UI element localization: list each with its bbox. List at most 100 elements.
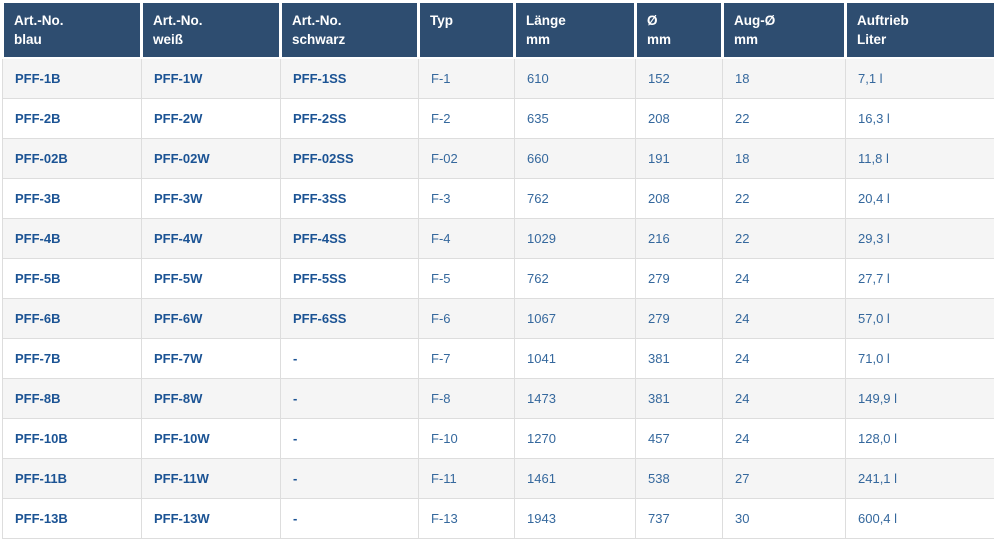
- cell-aug-durchmesser: 27: [722, 458, 846, 499]
- col-header-auftrieb-liter: Auftrieb Liter: [844, 3, 994, 59]
- cell-laenge: 1041: [514, 338, 636, 379]
- cell-art-no-blau: PFF-2B: [2, 98, 142, 139]
- cell-art-no-weiss: PFF-6W: [141, 298, 281, 339]
- cell-art-no-schwarz: PFF-2SS: [280, 98, 419, 139]
- header-row: Art.-No. blau Art.-No. weiß Art.-No. sch…: [1, 3, 994, 59]
- cell-art-no-blau: PFF-11B: [2, 458, 142, 499]
- cell-art-no-schwarz: PFF-02SS: [280, 138, 419, 179]
- cell-art-no-blau: PFF-4B: [2, 218, 142, 259]
- col-header-art-no-schwarz: Art.-No. schwarz: [279, 3, 420, 59]
- cell-art-no-weiss: PFF-13W: [141, 498, 281, 539]
- cell-laenge: 762: [514, 178, 636, 219]
- cell-auftrieb: 16,3 l: [845, 98, 994, 139]
- cell-auftrieb: 149,9 l: [845, 378, 994, 419]
- cell-art-no-weiss: PFF-02W: [141, 138, 281, 179]
- cell-typ: F-7: [418, 338, 515, 379]
- cell-art-no-blau: PFF-10B: [2, 418, 142, 459]
- cell-durchmesser: 381: [635, 378, 723, 419]
- cell-art-no-weiss: PFF-7W: [141, 338, 281, 379]
- cell-art-no-schwarz: PFF-1SS: [280, 57, 419, 99]
- cell-auftrieb: 57,0 l: [845, 298, 994, 339]
- cell-art-no-schwarz: -: [280, 458, 419, 499]
- cell-aug-durchmesser: 22: [722, 98, 846, 139]
- cell-art-no-schwarz: -: [280, 338, 419, 379]
- table-row: PFF-13B PFF-13W - F-13 1943 737 30 600,4…: [2, 498, 994, 539]
- table-row: PFF-7B PFF-7W - F-7 1041 381 24 71,0 l: [2, 338, 994, 379]
- cell-art-no-weiss: PFF-11W: [141, 458, 281, 499]
- cell-aug-durchmesser: 24: [722, 378, 846, 419]
- cell-laenge: 635: [514, 98, 636, 139]
- table-row: PFF-3B PFF-3W PFF-3SS F-3 762 208 22 20,…: [2, 178, 994, 219]
- cell-durchmesser: 538: [635, 458, 723, 499]
- cell-auftrieb: 27,7 l: [845, 258, 994, 299]
- cell-art-no-weiss: PFF-3W: [141, 178, 281, 219]
- cell-typ: F-02: [418, 138, 515, 179]
- col-header-aug-durchmesser-mm: Aug-Ø mm: [721, 3, 847, 59]
- cell-auftrieb: 241,1 l: [845, 458, 994, 499]
- table-row: PFF-1B PFF-1W PFF-1SS F-1 610 152 18 7,1…: [2, 57, 994, 99]
- cell-typ: F-3: [418, 178, 515, 219]
- cell-auftrieb: 11,8 l: [845, 138, 994, 179]
- col-header-durchmesser-mm: Ø mm: [634, 3, 724, 59]
- cell-aug-durchmesser: 24: [722, 258, 846, 299]
- table-body: PFF-1B PFF-1W PFF-1SS F-1 610 152 18 7,1…: [2, 57, 994, 539]
- cell-art-no-schwarz: PFF-4SS: [280, 218, 419, 259]
- cell-typ: F-2: [418, 98, 515, 139]
- col-header-laenge-mm: Länge mm: [513, 3, 637, 59]
- cell-art-no-schwarz: PFF-3SS: [280, 178, 419, 219]
- cell-laenge: 660: [514, 138, 636, 179]
- cell-typ: F-5: [418, 258, 515, 299]
- cell-auftrieb: 29,3 l: [845, 218, 994, 259]
- cell-typ: F-6: [418, 298, 515, 339]
- table-row: PFF-4B PFF-4W PFF-4SS F-4 1029 216 22 29…: [2, 218, 994, 259]
- cell-typ: F-1: [418, 57, 515, 99]
- cell-art-no-weiss: PFF-4W: [141, 218, 281, 259]
- cell-auftrieb: 71,0 l: [845, 338, 994, 379]
- cell-art-no-blau: PFF-5B: [2, 258, 142, 299]
- cell-art-no-blau: PFF-3B: [2, 178, 142, 219]
- cell-laenge: 1270: [514, 418, 636, 459]
- table-row: PFF-02B PFF-02W PFF-02SS F-02 660 191 18…: [2, 138, 994, 179]
- cell-durchmesser: 191: [635, 138, 723, 179]
- cell-laenge: 1943: [514, 498, 636, 539]
- cell-art-no-schwarz: -: [280, 498, 419, 539]
- cell-durchmesser: 208: [635, 178, 723, 219]
- cell-auftrieb: 600,4 l: [845, 498, 994, 539]
- cell-typ: F-8: [418, 378, 515, 419]
- table-header: Art.-No. blau Art.-No. weiß Art.-No. sch…: [1, 3, 994, 59]
- col-header-art-no-blau: Art.-No. blau: [1, 3, 143, 59]
- cell-typ: F-13: [418, 498, 515, 539]
- cell-art-no-weiss: PFF-10W: [141, 418, 281, 459]
- cell-aug-durchmesser: 18: [722, 138, 846, 179]
- cell-aug-durchmesser: 22: [722, 218, 846, 259]
- table-row: PFF-11B PFF-11W - F-11 1461 538 27 241,1…: [2, 458, 994, 499]
- cell-laenge: 1461: [514, 458, 636, 499]
- cell-art-no-blau: PFF-1B: [2, 57, 142, 99]
- cell-art-no-blau: PFF-8B: [2, 378, 142, 419]
- cell-laenge: 762: [514, 258, 636, 299]
- table-row: PFF-8B PFF-8W - F-8 1473 381 24 149,9 l: [2, 378, 994, 419]
- table-row: PFF-10B PFF-10W - F-10 1270 457 24 128,0…: [2, 418, 994, 459]
- cell-aug-durchmesser: 18: [722, 57, 846, 99]
- table-row: PFF-6B PFF-6W PFF-6SS F-6 1067 279 24 57…: [2, 298, 994, 339]
- fender-specs-table: Art.-No. blau Art.-No. weiß Art.-No. sch…: [1, 3, 994, 539]
- cell-durchmesser: 208: [635, 98, 723, 139]
- col-header-typ: Typ: [417, 3, 516, 59]
- cell-laenge: 610: [514, 57, 636, 99]
- cell-aug-durchmesser: 24: [722, 298, 846, 339]
- cell-aug-durchmesser: 24: [722, 338, 846, 379]
- cell-art-no-weiss: PFF-5W: [141, 258, 281, 299]
- cell-typ: F-10: [418, 418, 515, 459]
- cell-durchmesser: 279: [635, 298, 723, 339]
- cell-art-no-blau: PFF-13B: [2, 498, 142, 539]
- cell-durchmesser: 381: [635, 338, 723, 379]
- cell-laenge: 1473: [514, 378, 636, 419]
- cell-art-no-blau: PFF-02B: [2, 138, 142, 179]
- cell-auftrieb: 7,1 l: [845, 57, 994, 99]
- cell-aug-durchmesser: 30: [722, 498, 846, 539]
- cell-art-no-blau: PFF-7B: [2, 338, 142, 379]
- cell-art-no-weiss: PFF-8W: [141, 378, 281, 419]
- cell-durchmesser: 457: [635, 418, 723, 459]
- cell-durchmesser: 279: [635, 258, 723, 299]
